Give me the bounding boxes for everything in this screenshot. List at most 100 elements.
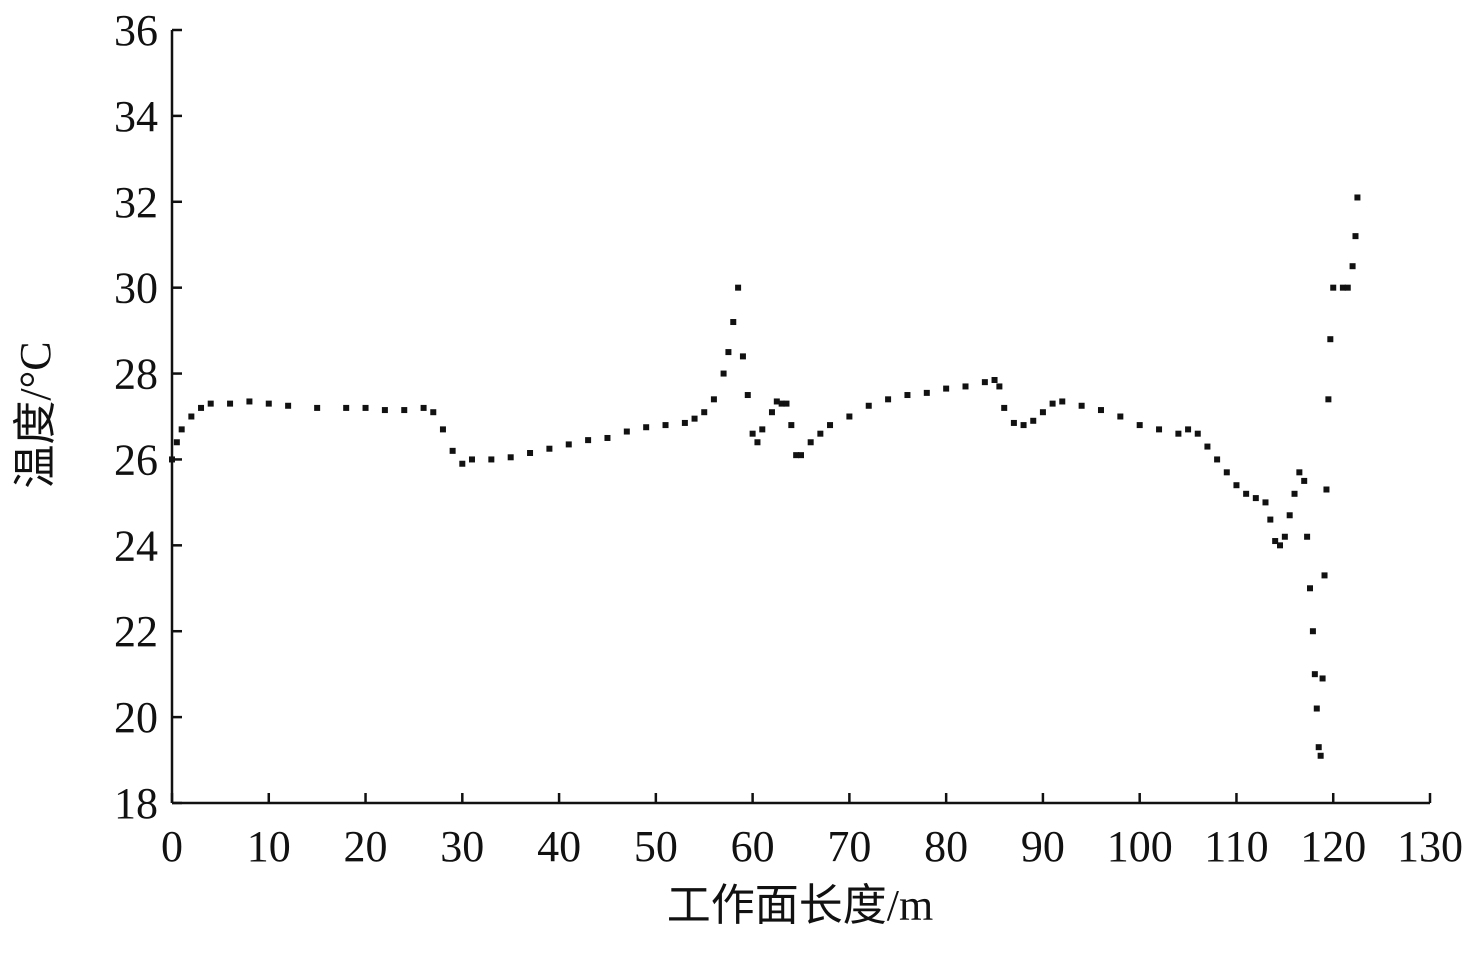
point: [439, 426, 446, 433]
point: [885, 396, 892, 403]
point: [1313, 705, 1320, 712]
point: [1321, 572, 1328, 579]
point: [468, 456, 475, 463]
x-tick-label: 20: [344, 822, 388, 871]
point: [798, 452, 804, 459]
point: [1307, 585, 1314, 592]
point: [807, 439, 814, 446]
y-axis-label: 温度/°C: [11, 341, 60, 488]
point: [1117, 413, 1124, 420]
point: [585, 437, 592, 444]
point: [1136, 422, 1143, 429]
point: [788, 422, 795, 429]
point: [449, 447, 456, 454]
y-tick-label: 30: [114, 264, 158, 313]
x-tick-label: 30: [440, 822, 484, 871]
point: [1339, 284, 1346, 291]
point: [981, 379, 988, 386]
x-tick-label: 130: [1397, 822, 1463, 871]
x-tick-label: 70: [827, 822, 871, 871]
x-tick-label: 60: [731, 822, 775, 871]
point: [793, 452, 800, 459]
point: [846, 413, 853, 420]
point: [362, 404, 369, 411]
point: [1233, 482, 1240, 489]
point: [1267, 516, 1274, 523]
point: [381, 407, 388, 414]
point: [1286, 512, 1293, 519]
y-tick-label: 34: [114, 92, 158, 141]
point: [1301, 477, 1308, 484]
point: [749, 430, 756, 437]
point: [488, 456, 495, 463]
point: [430, 409, 437, 416]
point: [1309, 628, 1316, 635]
point: [1156, 426, 1163, 433]
x-tick-label: 10: [247, 822, 291, 871]
point: [314, 404, 321, 411]
point: [1296, 469, 1303, 476]
point: [923, 389, 930, 396]
point: [991, 376, 998, 383]
x-tick-label: 100: [1107, 822, 1173, 871]
y-tick-label: 36: [114, 6, 158, 55]
point: [1223, 469, 1230, 476]
point: [178, 426, 185, 433]
point: [1214, 456, 1221, 463]
y-tick-label: 18: [114, 779, 158, 828]
point: [1354, 194, 1361, 201]
point: [188, 413, 195, 420]
point: [1272, 538, 1279, 545]
y-tick-label: 20: [114, 693, 158, 742]
point: [1001, 404, 1008, 411]
point: [285, 402, 292, 409]
point: [865, 402, 872, 409]
point: [1010, 419, 1017, 426]
point: [173, 439, 180, 446]
y-tick-label: 26: [114, 435, 158, 484]
y-tick-label: 32: [114, 178, 158, 227]
point: [1317, 752, 1324, 759]
point: [1311, 671, 1318, 678]
point: [198, 404, 205, 411]
point: [565, 441, 572, 448]
point: [1030, 417, 1037, 424]
point: [720, 370, 727, 377]
x-tick-label: 40: [537, 822, 581, 871]
point: [169, 456, 175, 463]
point: [1352, 233, 1359, 240]
point: [768, 409, 775, 416]
point: [1194, 430, 1201, 437]
point: [754, 439, 761, 446]
point: [1049, 400, 1056, 407]
y-tick-label: 24: [114, 521, 158, 570]
y-tick-label: 28: [114, 350, 158, 399]
point: [701, 409, 708, 416]
point: [1319, 675, 1326, 682]
point: [527, 450, 534, 457]
point: [773, 398, 780, 405]
point: [1304, 533, 1311, 540]
point: [735, 284, 742, 291]
point: [207, 400, 214, 407]
point: [1185, 426, 1192, 433]
point: [996, 383, 1003, 390]
point: [1291, 490, 1298, 497]
point: [420, 404, 427, 411]
point: [604, 434, 611, 441]
point: [904, 392, 911, 399]
point: [744, 392, 751, 399]
point: [1020, 422, 1027, 429]
point: [1323, 486, 1330, 493]
point: [730, 319, 737, 326]
point: [227, 400, 234, 407]
point: [817, 430, 824, 437]
point: [662, 422, 669, 429]
point: [783, 400, 790, 407]
point: [1327, 336, 1334, 343]
point: [778, 400, 785, 407]
point: [246, 398, 253, 405]
point: [1175, 430, 1182, 437]
point: [681, 419, 688, 426]
point: [1039, 409, 1046, 416]
